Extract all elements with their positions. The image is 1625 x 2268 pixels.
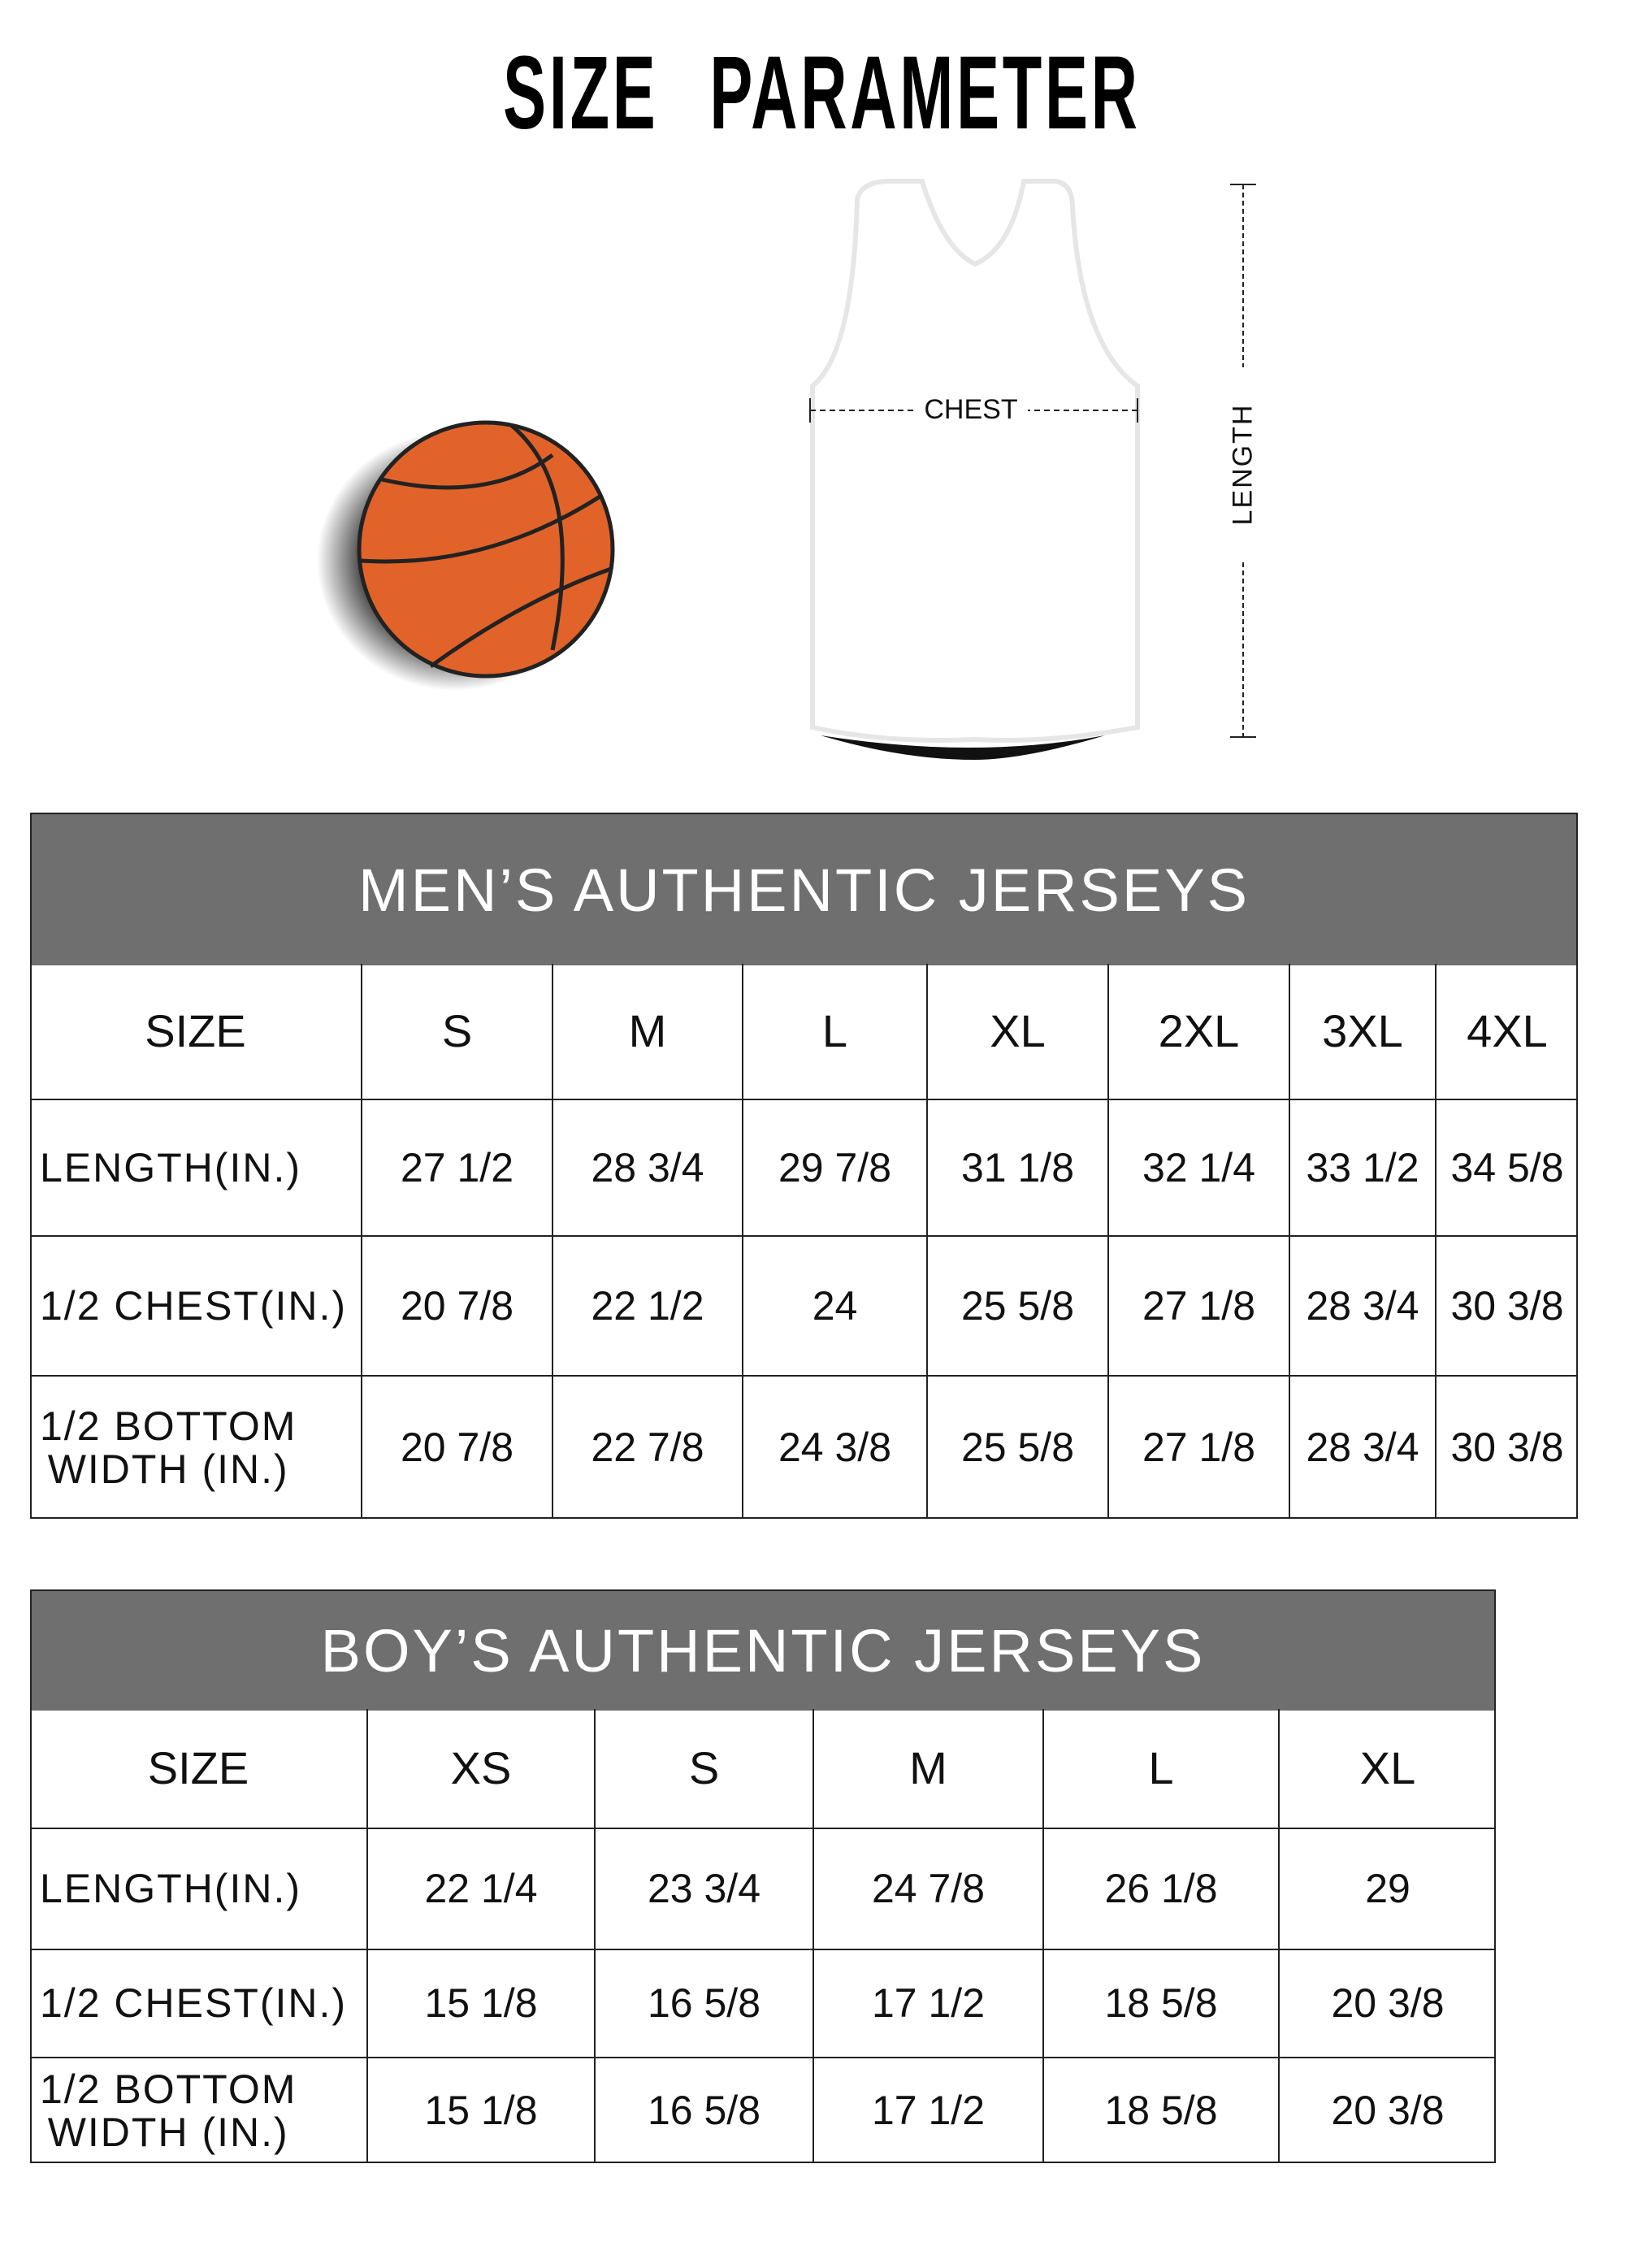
table-cell: 22 1/4 [368,1829,596,1950]
table-cell: 15 1/8 [368,1950,596,2058]
size-column-header: XS [368,1709,596,1829]
table-cell: 26 1/8 [1044,1829,1280,1950]
size-column-header: S [362,964,553,1100]
size-column-header: XL [1280,1709,1496,1829]
row-label: LENGTH(IN.) [30,1829,368,1950]
length-indicator: LENGTH [1219,180,1268,741]
table-cell: 20 7/8 [362,1377,553,1519]
table-cell: 20 7/8 [362,1237,553,1377]
boys-table-heading: BOY’S AUTHENTIC JERSEYS [32,1591,1494,1711]
size-header: SIZE [30,964,362,1100]
boys-size-table: BOY’S AUTHENTIC JERSEYS SIZE XS S M L XL LENGT… [30,1589,1496,2163]
size-column-header: L [1044,1709,1280,1829]
table-cell: 32 1/4 [1109,1100,1290,1237]
table-cell: 24 [743,1237,928,1377]
table-cell: 17 1/2 [814,1950,1044,2058]
table-cell: 27 1/8 [1109,1237,1290,1377]
table-cell: 25 5/8 [928,1237,1109,1377]
length-label: LENGTH [1227,403,1259,526]
table-cell: 33 1/2 [1290,1100,1436,1237]
table-cell: 24 3/8 [743,1377,928,1519]
row-label: 1/2 CHEST(IN.) [30,1237,362,1377]
table-cell: 30 3/8 [1436,1237,1578,1377]
table-cell: 25 5/8 [928,1377,1109,1519]
table-cell: 27 1/2 [362,1100,553,1237]
table-cell: 29 [1280,1829,1496,1950]
table-cell: 18 5/8 [1044,2058,1280,2163]
mens-table-heading: MEN’S AUTHENTIC JERSEYS [32,814,1576,965]
table-cell: 17 1/2 [814,2058,1044,2163]
size-column-header: XL [928,964,1109,1100]
table-cell: 34 5/8 [1436,1100,1578,1237]
row-label: 1/2 BOTTOM WIDTH (IN.) [30,2058,368,2163]
size-column-header: M [814,1709,1044,1829]
chest-label: CHEST [924,394,1018,425]
table-cell: 23 3/4 [596,1829,814,1950]
row-label: LENGTH(IN.) [30,1100,362,1237]
size-column-header: 2XL [1109,964,1290,1100]
table-cell: 18 5/8 [1044,1950,1280,2058]
table-cell: 30 3/8 [1450,1425,1564,1471]
table-cell: 16 5/8 [596,2058,814,2163]
table-cell: 22 1/2 [553,1237,743,1377]
page-title: SIZE PARAMETER [503,35,1141,151]
mens-size-table: MEN’S AUTHENTIC JERSEYS SIZE S M L XL 2XL 3XL 4… [30,813,1578,1519]
row-label: 1/2 BOTTOM WIDTH (IN.) [30,1377,362,1519]
row-label: 1/2 CHEST(IN.) [30,1950,368,2058]
jersey-diagram: CHEST [780,175,1162,760]
size-header: SIZE [30,1709,368,1829]
table-cell: 28 3/4 [1290,1377,1436,1519]
size-column-header: 4XL [1436,964,1578,1100]
table-cell: 28 3/4 [1290,1237,1436,1377]
table-cell: 16 5/8 [596,1950,814,2058]
table-cell: 15 1/8 [368,2058,596,2163]
table-cell: 28 3/4 [553,1100,743,1237]
table-cell: 31 1/8 [928,1100,1109,1237]
size-column-header: L [743,964,928,1100]
table-cell: 24 7/8 [814,1829,1044,1950]
size-column-header: 3XL [1290,964,1436,1100]
table-cell: 22 7/8 [553,1377,743,1519]
table-cell: 27 1/8 [1109,1377,1290,1519]
basketball-icon [309,406,634,699]
table-cell: 20 3/8 [1280,1950,1496,2058]
size-column-header: M [553,964,743,1100]
size-column-header: S [596,1709,814,1829]
table-cell: 20 3/8 [1331,2088,1445,2134]
table-cell: 29 7/8 [743,1100,928,1237]
